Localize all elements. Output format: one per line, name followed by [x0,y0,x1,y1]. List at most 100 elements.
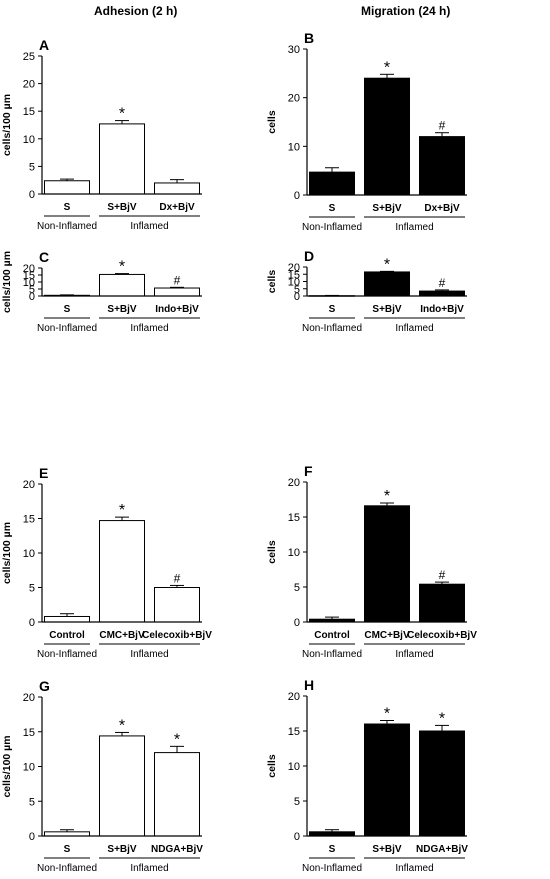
bar-d-2 [419,290,465,297]
y-tick-label-h-3: 15 [288,726,300,738]
y-tick-label-c-2: 10 [23,277,35,289]
significance-mark-f-1: * [384,488,390,505]
bar-c-1 [99,273,145,297]
category-label-e-1: CMC+BjV [99,630,145,641]
y-axis-label-g: cells/100 µm [1,735,13,797]
y-tick-label-c-1: 5 [29,284,35,296]
bar-b-0 [309,171,355,196]
significance-mark-e-1: * [119,502,125,519]
category-label-h-1: S+BjV [372,844,402,855]
group-label-a-1: Inflamed [130,221,168,232]
y-tick-label-g-4: 20 [23,692,35,704]
bar-e-0 [44,615,90,623]
y-tick-label-a-5: 25 [23,51,35,63]
category-label-e-2: Celecoxib+BjV [142,630,212,641]
category-label-e-0: Control [49,630,85,641]
significance-mark-d-1: * [384,256,390,273]
bar-e-2 [154,587,200,623]
category-label-c-2: Indo+BjV [155,304,199,315]
category-label-b-1: S+BjV [372,203,402,214]
category-label-g-2: NDGA+BjV [151,844,203,855]
bar-g-2 [154,752,200,837]
category-label-h-0: S [329,844,336,855]
group-label-c-0: Non-Inflamed [37,323,97,334]
category-label-d-1: S+BjV [372,304,402,315]
significance-mark-b-1: * [384,59,390,76]
y-tick-label-d-1: 5 [294,284,300,296]
group-label-e-0: Non-Inflamed [37,649,97,660]
bar-h-1 [364,723,410,837]
y-tick-label-f-1: 5 [294,582,300,594]
y-tick-label-d-3: 15 [288,269,300,281]
panel-letter-c: C [39,249,49,265]
bar-b-2 [419,136,465,196]
category-label-g-1: S+BjV [107,844,137,855]
significance-mark-c-2: # [174,273,181,287]
panel-letter-a: A [39,37,49,53]
y-tick-label-d-0: 0 [294,291,300,303]
y-tick-label-a-4: 20 [23,79,35,91]
group-label-c-1: Inflamed [130,323,168,334]
y-tick-label-b-1: 10 [288,141,300,153]
y-tick-label-d-4: 20 [288,262,300,274]
bar-b-1 [364,77,410,196]
y-tick-label-b-0: 0 [294,190,300,202]
y-tick-label-g-3: 15 [23,727,35,739]
y-tick-label-b-3: 30 [288,44,300,56]
y-tick-label-a-3: 15 [23,106,35,118]
significance-mark-h-1: * [384,706,390,723]
y-tick-label-a-0: 0 [29,189,35,201]
bar-c-2 [154,287,200,297]
bar-a-0 [44,180,90,195]
y-tick-label-g-1: 5 [29,796,35,808]
panel-letter-d: D [304,248,314,264]
group-label-d-1: Inflamed [395,323,433,334]
significance-mark-g-2: * [174,731,180,748]
group-label-h-1: Inflamed [395,863,433,874]
bar-f-1 [364,505,410,623]
y-axis-label-c: cells/100 µm [1,251,13,313]
panel-letter-g: G [39,678,50,694]
group-label-d-0: Non-Inflamed [302,323,362,334]
y-tick-label-c-3: 15 [23,270,35,282]
significance-mark-b-2: # [439,119,446,133]
significance-mark-g-1: * [119,717,125,734]
category-label-f-2: Celecoxib+BjV [407,630,477,641]
category-label-c-0: S [64,304,71,315]
y-tick-label-h-4: 20 [288,691,300,703]
group-label-f-0: Non-Inflamed [302,649,362,660]
bar-a-1 [99,123,145,195]
bar-f-2 [419,583,465,623]
y-tick-label-c-4: 20 [23,263,35,275]
category-label-h-2: NDGA+BjV [416,844,468,855]
group-label-f-1: Inflamed [395,649,433,660]
panel-letter-h: H [304,677,314,693]
category-label-c-1: S+BjV [107,304,137,315]
category-label-d-0: S [329,304,336,315]
category-label-f-1: CMC+BjV [364,630,410,641]
group-label-b-1: Inflamed [395,222,433,233]
category-label-g-0: S [64,844,71,855]
group-label-b-0: Non-Inflamed [302,222,362,233]
significance-mark-f-2: # [439,568,446,582]
y-tick-label-d-2: 10 [288,277,300,289]
y-tick-label-a-1: 5 [29,161,35,173]
group-label-h-0: Non-Inflamed [302,863,362,874]
y-axis-label-d: cells [266,270,278,294]
y-tick-label-h-2: 10 [288,761,300,773]
adhesion-column-title: Adhesion (2 h) [94,4,178,18]
y-tick-label-g-0: 0 [29,831,35,843]
y-axis-label-f: cells [266,540,278,564]
panel-letter-f: F [304,463,313,479]
migration-column-title: Migration (24 h) [361,4,451,18]
category-label-a-1: S+BjV [107,202,137,213]
category-label-b-0: S [329,203,336,214]
y-tick-label-f-0: 0 [294,617,300,629]
y-tick-label-g-2: 10 [23,762,35,774]
group-label-e-1: Inflamed [130,649,168,660]
significance-mark-c-1: * [119,259,125,276]
y-axis-label-e: cells/100 µm [1,522,13,584]
y-tick-label-e-0: 0 [29,617,35,629]
category-label-f-0: Control [314,630,350,641]
bar-h-2 [419,730,465,837]
